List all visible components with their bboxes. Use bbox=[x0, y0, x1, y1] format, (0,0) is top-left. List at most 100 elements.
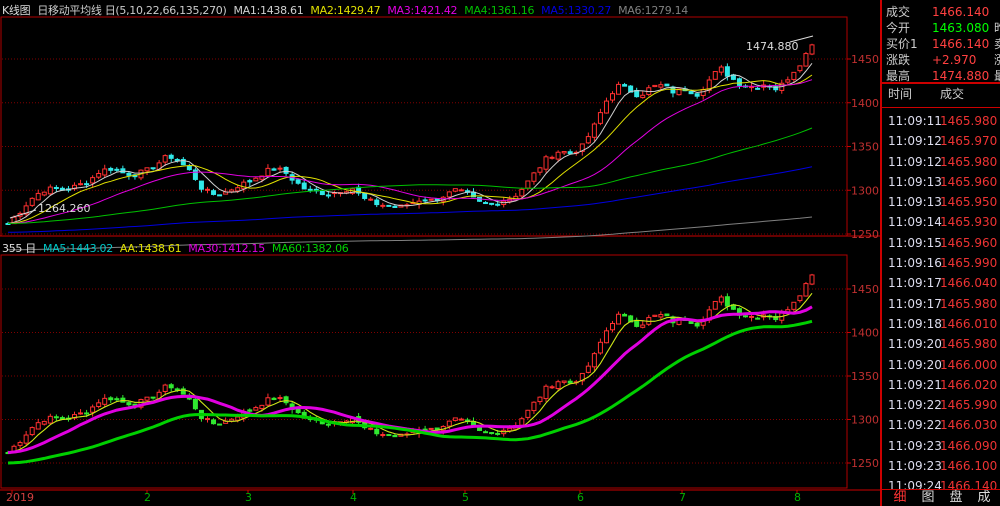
tick-time: 11:09:13 bbox=[888, 174, 942, 189]
main-candle-body bbox=[428, 198, 434, 201]
sub-candle-body bbox=[114, 398, 120, 401]
sub-candle-body bbox=[712, 300, 718, 310]
main-candle-body bbox=[53, 186, 59, 189]
main-candle-body bbox=[235, 187, 241, 192]
x-axis-label: 4 bbox=[350, 491, 357, 504]
sub-candle-body bbox=[283, 396, 289, 404]
tick-row: 11:09:11 1465.980 bbox=[882, 111, 1000, 131]
tick-price: 1465.990 bbox=[940, 398, 998, 413]
sub-candle-body bbox=[743, 315, 749, 318]
main-candle-body bbox=[192, 169, 198, 180]
tick-row: 11:09:15 1465.960 bbox=[882, 233, 1000, 253]
main-candle-body bbox=[483, 202, 489, 205]
ma-label-6: MA6:1279.14 bbox=[618, 4, 689, 17]
tick-row: 11:09:22 1466.030 bbox=[882, 415, 1000, 435]
main-candle-body bbox=[114, 168, 120, 171]
main-candle-body bbox=[386, 204, 392, 207]
main-candle-body bbox=[561, 151, 567, 154]
y-axis-label: 1450 bbox=[851, 283, 879, 296]
sub-candle-body bbox=[489, 432, 495, 435]
sub-panel-frame bbox=[0, 254, 848, 489]
quote-row: 买价1 1466.140 卖 bbox=[882, 36, 1000, 52]
price-header: 成交 bbox=[940, 87, 965, 101]
main-candle-body bbox=[664, 83, 670, 87]
tab-1[interactable]: 细 bbox=[893, 490, 907, 505]
tick-row: 11:09:14 1465.930 bbox=[882, 212, 1000, 232]
tab-2[interactable]: 图 bbox=[921, 490, 935, 505]
main-candle-body bbox=[736, 78, 742, 86]
sub-candle-body bbox=[579, 372, 585, 382]
sub-candle-body bbox=[616, 313, 622, 325]
sub-candle-body bbox=[247, 409, 253, 412]
tick-row: 11:09:18 1466.010 bbox=[882, 314, 1000, 334]
sub-candle-body bbox=[229, 418, 235, 422]
main-candle-body bbox=[567, 151, 573, 155]
sub-candle-body bbox=[29, 427, 35, 436]
sub-prefix: 355 日 bbox=[2, 242, 36, 255]
main-candle-body bbox=[555, 151, 561, 160]
ma-label-4: MA4:1361.16 bbox=[464, 4, 535, 17]
tab-4[interactable]: 成 bbox=[977, 490, 991, 505]
quote-value: 1466.140 bbox=[932, 5, 990, 19]
tick-price: 1466.100 bbox=[940, 459, 998, 474]
tick-time: 11:09:12 bbox=[888, 154, 942, 169]
sub-candle-body bbox=[374, 428, 380, 435]
low-annotation-pointer bbox=[9, 209, 37, 219]
kline-chart-area[interactable]: 1450 1450 1400 1400 1350 1350 1300 1300 1250 1250… bbox=[0, 0, 880, 506]
sub-candle-body bbox=[325, 423, 331, 426]
main-candle-body bbox=[325, 194, 331, 197]
quote-right-label: 卖 bbox=[994, 36, 1000, 52]
kline-svg[interactable]: 1450 1450 1400 1400 1350 1350 1300 1300 1250 1250… bbox=[0, 0, 880, 506]
tick-price: 1465.970 bbox=[940, 134, 998, 149]
sub-candle-body bbox=[749, 315, 755, 318]
main-candle-body bbox=[712, 71, 718, 80]
sub-legend: 355 日 MA5:1443.02 AA:1438.61 MA30:1412.15 MA… bbox=[2, 240, 363, 256]
main-candle-body bbox=[791, 71, 797, 80]
main-candle-body bbox=[368, 198, 374, 201]
tick-time: 11:09:22 bbox=[888, 418, 942, 433]
quote-right-label: 昨 bbox=[994, 20, 1000, 36]
main-candle-body bbox=[519, 188, 525, 197]
sub-candle-body bbox=[271, 397, 277, 401]
sub-candle-body bbox=[652, 314, 658, 317]
sub-candle-body bbox=[386, 434, 392, 437]
tick-row: 11:09:13 1465.960 bbox=[882, 172, 1000, 192]
sub-candle-body bbox=[162, 384, 168, 392]
main-candle-body bbox=[718, 66, 724, 73]
tick-list[interactable]: 11:09:11 1465.980 11:09:12 1465.970 11:09:12… bbox=[882, 108, 1000, 497]
main-candle-body bbox=[265, 167, 271, 177]
quote-label: 成交 bbox=[886, 5, 911, 19]
sub-candle-body bbox=[525, 409, 531, 418]
ma3-line bbox=[7, 79, 813, 224]
sub-ma-label-4: MA60:1382.06 bbox=[271, 242, 349, 255]
tick-time: 11:09:11 bbox=[888, 114, 942, 128]
sub-candle-body bbox=[585, 365, 591, 373]
ma1-line bbox=[7, 62, 813, 224]
sub-candle-body bbox=[567, 380, 573, 384]
ma-label-1: MA1:1438.61 bbox=[233, 4, 304, 17]
ticks-header: 时间 成交 bbox=[882, 84, 1000, 108]
quote-label: 涨跌 bbox=[886, 53, 911, 67]
y-axis-label: 1250 bbox=[851, 457, 879, 470]
main-candle-body bbox=[610, 93, 616, 101]
quote-row: 成交 1466.140 bbox=[882, 4, 1000, 20]
main-candle-body bbox=[640, 94, 646, 99]
tab-3[interactable]: 盘 bbox=[949, 490, 963, 505]
indicator-name: 日移动平均线 日(5,10,22,66,135,270) bbox=[37, 4, 227, 17]
sub-candle-body bbox=[265, 397, 271, 406]
sub-candle-body bbox=[531, 401, 537, 412]
sub-candle-body bbox=[555, 381, 561, 390]
main-candle-body bbox=[84, 183, 90, 186]
tick-time: 11:09:23 bbox=[888, 438, 942, 453]
main-candle-body bbox=[579, 143, 585, 152]
sub-candle-body bbox=[211, 419, 217, 425]
tick-price: 1466.090 bbox=[940, 438, 998, 453]
tick-price: 1465.980 bbox=[940, 154, 998, 169]
sub-candle-body bbox=[603, 330, 609, 344]
sub-candle-body bbox=[537, 396, 543, 403]
low-annotation: 1264.260 bbox=[38, 202, 91, 215]
main-candle-body bbox=[537, 167, 543, 173]
sub-candle-body bbox=[549, 386, 555, 389]
tick-time: 11:09:18 bbox=[888, 316, 942, 331]
main-candle-body bbox=[271, 168, 277, 171]
